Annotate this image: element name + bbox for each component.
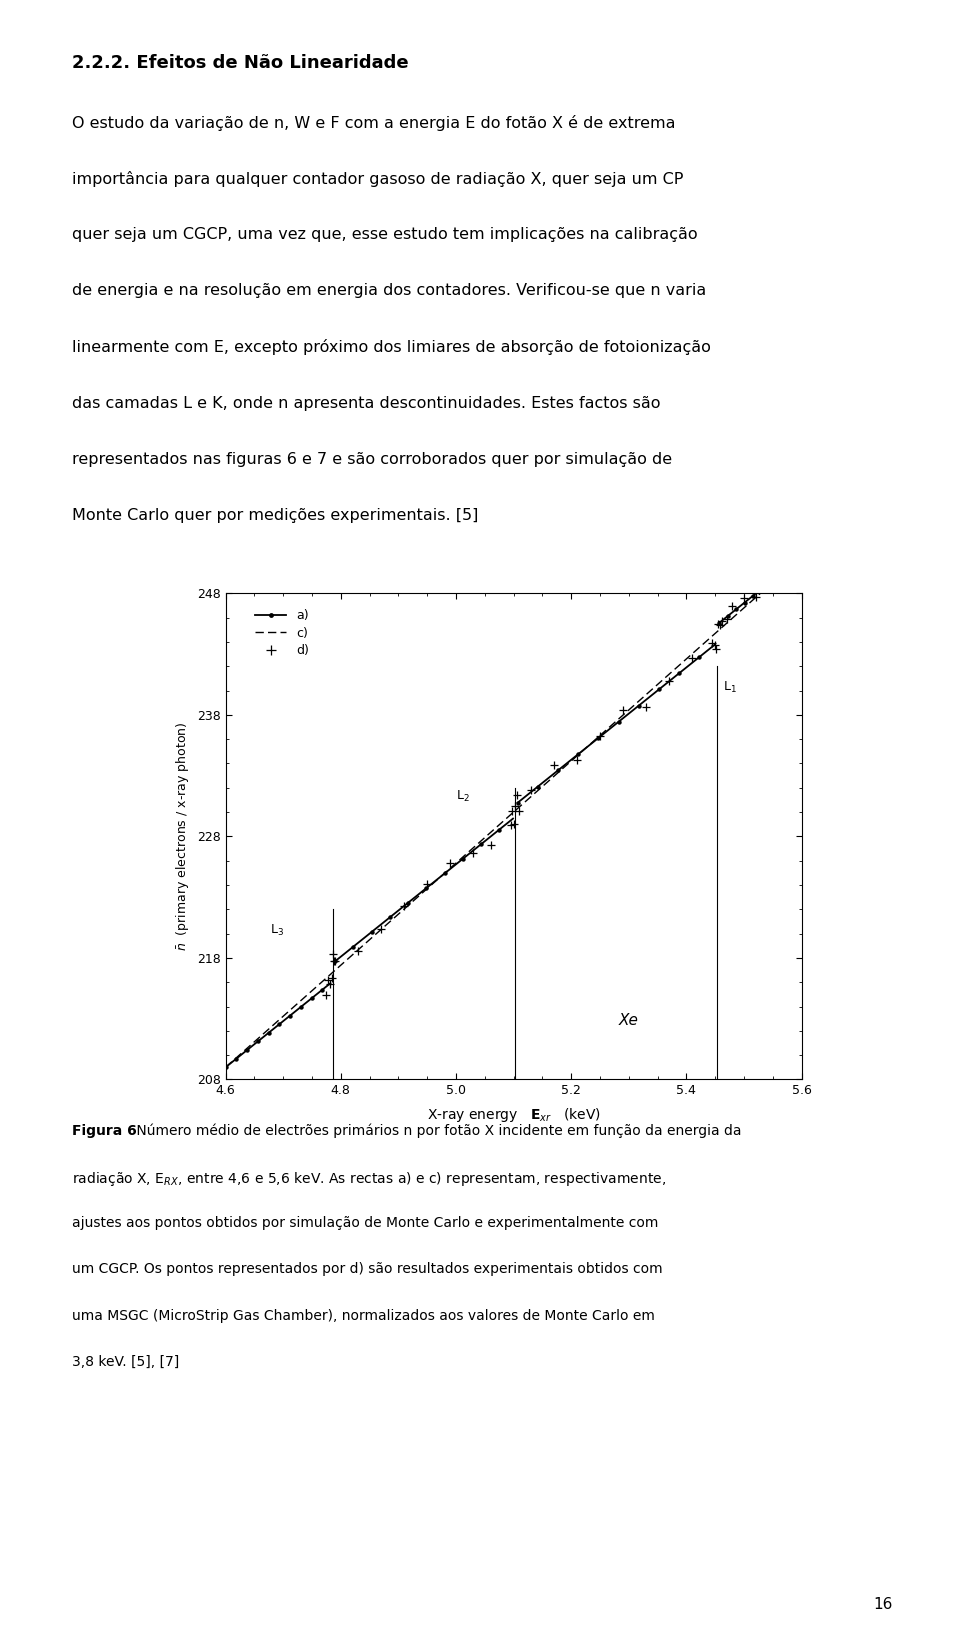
Text: L$_2$: L$_2$ [456, 789, 469, 804]
Text: um CGCP. Os pontos representados por d) são resultados experimentais obtidos com: um CGCP. Os pontos representados por d) … [72, 1262, 662, 1276]
Text: L$_1$: L$_1$ [723, 679, 736, 694]
X-axis label: X-ray energy   $\mathbf{E}_{xr}$   (keV): X-ray energy $\mathbf{E}_{xr}$ (keV) [426, 1106, 601, 1124]
Text: Xe: Xe [619, 1014, 638, 1028]
Text: quer seja um CGCP, uma vez que, esse estudo tem implicações na calibração: quer seja um CGCP, uma vez que, esse est… [72, 227, 698, 242]
Text: O estudo da variação de n, W e F com a energia E do fotão X é de extrema: O estudo da variação de n, W e F com a e… [72, 115, 676, 132]
Text: radiação X, E$_{RX}$, entre 4,6 e 5,6 keV. As rectas a) e c) representam, respec: radiação X, E$_{RX}$, entre 4,6 e 5,6 ke… [72, 1170, 666, 1188]
Text: ajustes aos pontos obtidos por simulação de Monte Carlo e experimentalmente com: ajustes aos pontos obtidos por simulação… [72, 1216, 659, 1229]
Text: 3,8 keV. [5], [7]: 3,8 keV. [5], [7] [72, 1355, 180, 1368]
Text: linearmente com E, excepto próximo dos limiares de absorção de fotoionização: linearmente com E, excepto próximo dos l… [72, 339, 710, 356]
Text: representados nas figuras 6 e 7 e são corroborados quer por simulação de: representados nas figuras 6 e 7 e são co… [72, 452, 672, 466]
Text: L$_3$: L$_3$ [270, 923, 284, 938]
Text: importância para qualquer contador gasoso de radiação X, quer seja um CP: importância para qualquer contador gasos… [72, 171, 684, 188]
Text: de energia e na resolução em energia dos contadores. Verificou-se que n varia: de energia e na resolução em energia dos… [72, 283, 707, 298]
Text: 2.2.2. Efeitos de Não Linearidade: 2.2.2. Efeitos de Não Linearidade [72, 54, 409, 73]
Text: das camadas L e K, onde n apresenta descontinuidades. Estes factos são: das camadas L e K, onde n apresenta desc… [72, 396, 660, 410]
Text: Figura 6: Figura 6 [72, 1124, 136, 1137]
Y-axis label: $\bar{n}$  (primary electrons / x-ray photon): $\bar{n}$ (primary electrons / x-ray pho… [175, 722, 191, 951]
Text: uma MSGC (MicroStrip Gas Chamber), normalizados aos valores de Monte Carlo em: uma MSGC (MicroStrip Gas Chamber), norma… [72, 1309, 655, 1322]
Text: Monte Carlo quer por medições experimentais. [5]: Monte Carlo quer por medições experiment… [72, 508, 478, 522]
Legend: a), c), d): a), c), d) [255, 610, 309, 658]
Text: Número médio de electrões primários n por fotão X incidente em função da energia: Número médio de electrões primários n po… [132, 1124, 741, 1139]
Text: 16: 16 [874, 1597, 893, 1612]
